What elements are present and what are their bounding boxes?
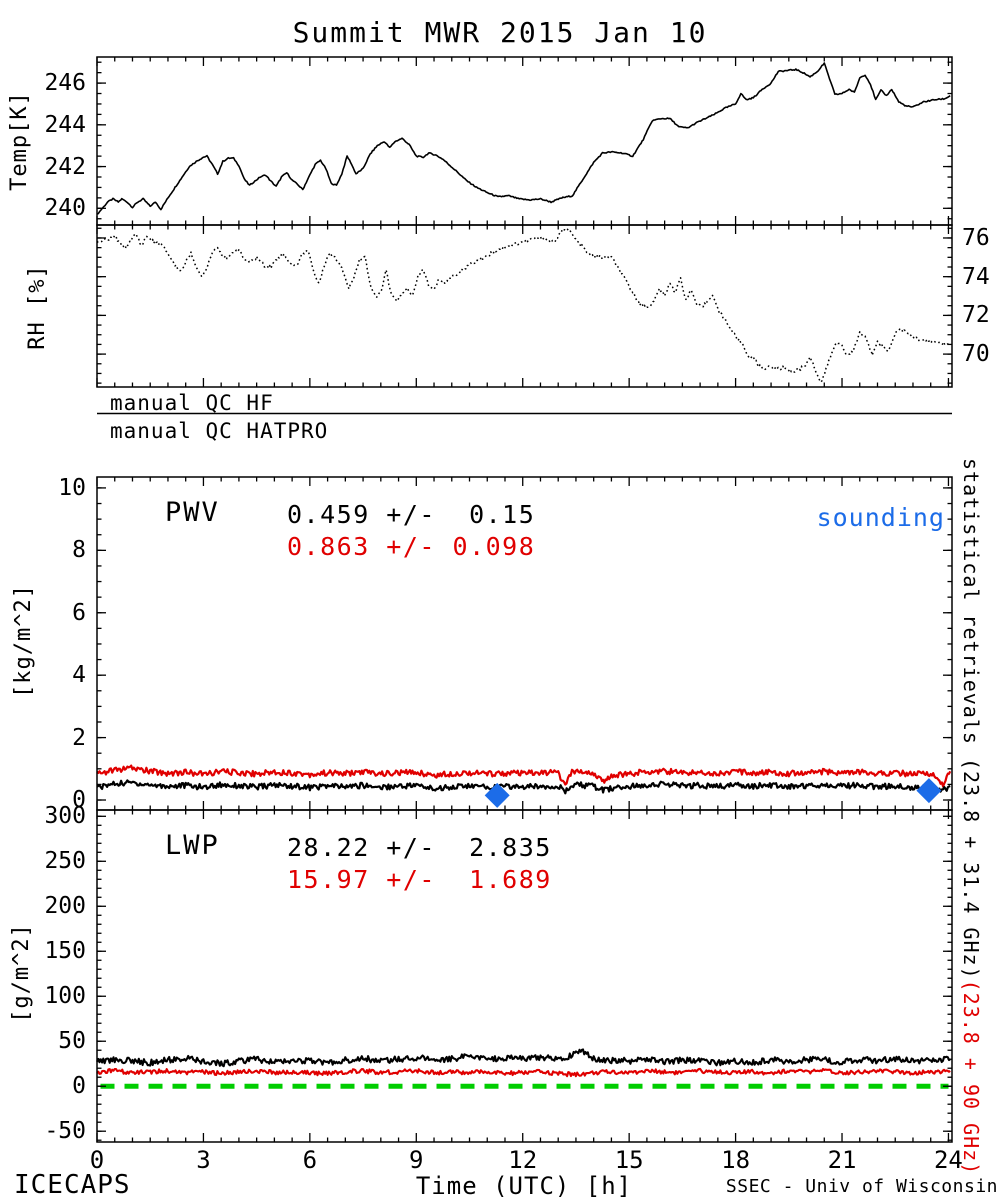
series-pwv-23.8-31.4GHz (96, 779, 951, 795)
credit-label: SSEC - Univ of Wisconsin (725, 1176, 998, 1197)
series-lwp-23.8-90GHz (96, 1067, 951, 1078)
temp-ytick-label: 246 (44, 70, 86, 97)
xtick-label: 18 (721, 1146, 751, 1174)
xtick-label: 12 (508, 1146, 538, 1174)
lwp-ytick-label: 100 (44, 983, 86, 1010)
project-name: ICECAPS (14, 1170, 131, 1200)
xtick-label: 9 (409, 1146, 424, 1174)
pwv-ytick-label: 8 (72, 537, 86, 564)
pwv-stats-red: 0.863 +/- 0.098 (287, 532, 536, 561)
retrieval-method-vertical-label: statistical retrievals (23.8 + 31.4 GHz)… (958, 458, 984, 1175)
temp-ytick-label: 242 (44, 153, 86, 180)
lwp-ytick-label: 50 (58, 1028, 86, 1055)
temp-ytick-label: 244 (44, 111, 86, 138)
series-relative-humidity (96, 228, 951, 383)
lwp-ytick-label: 300 (44, 803, 86, 830)
series-air-temperature (96, 62, 951, 215)
figure-title: Summit MWR 2015 Jan 10 (292, 16, 708, 49)
lwp-stats-red: 15.97 +/- 1.689 (287, 865, 552, 894)
lwp-ytick-label: 200 (44, 893, 86, 920)
series-lwp-23.8-31.4GHz (96, 1048, 951, 1068)
lwp-ytick-label: 250 (44, 848, 86, 875)
pwv-ytick-label: 2 (72, 724, 86, 751)
temp-ytick-label: 240 (44, 195, 86, 222)
rh-ytick-label: 76 (962, 224, 990, 251)
pwv-stats-black: 0.459 +/- 0.15 (287, 500, 536, 529)
rh-ytick-label: 72 (962, 302, 990, 329)
x-axis-label: Time (UTC) [h] (415, 1172, 633, 1200)
pwv-ytick-label: 6 (72, 599, 86, 626)
rh-ytick-label: 70 (962, 341, 990, 368)
lwp-ytick-label: -50 (44, 1118, 86, 1145)
retrieval-method-black: statistical retrievals (23.8 + 31.4 GHz) (959, 458, 983, 980)
sounding-diamond-marker (484, 782, 510, 808)
lwp-stats-black: 28.22 +/- 2.835 (287, 833, 552, 862)
xtick-label: 3 (196, 1146, 211, 1174)
xtick-label: 15 (614, 1146, 644, 1174)
xtick-label: 24 (933, 1146, 963, 1174)
retrieval-method-red: (23.8 + 90 GHz) (959, 979, 983, 1176)
lwp-panel-label: LWP (165, 830, 220, 861)
rh-ytick-label: 74 (962, 263, 990, 290)
xtick-label: 21 (827, 1146, 857, 1174)
lwp-ytick-label: 150 (44, 938, 86, 965)
qc-hatpro-label: manual QC HATPRO (110, 419, 329, 443)
sounding-diamond-marker (916, 778, 942, 804)
xtick-label: 6 (302, 1146, 318, 1174)
xtick-label: 0 (89, 1146, 105, 1174)
qc-hf-label: manual QC HF (110, 391, 274, 415)
lwp-ytick-label: 0 (72, 1073, 86, 1100)
pwv-ytick-label: 0 (72, 787, 86, 813)
pwv-ytick-label: 10 (58, 474, 86, 501)
sounding-legend-label: sounding (816, 503, 945, 532)
series-pwv-23.8-90GHz (96, 764, 952, 788)
pwv-panel-label: PWV (165, 497, 220, 528)
pwv-ytick-label: 4 (72, 662, 86, 689)
